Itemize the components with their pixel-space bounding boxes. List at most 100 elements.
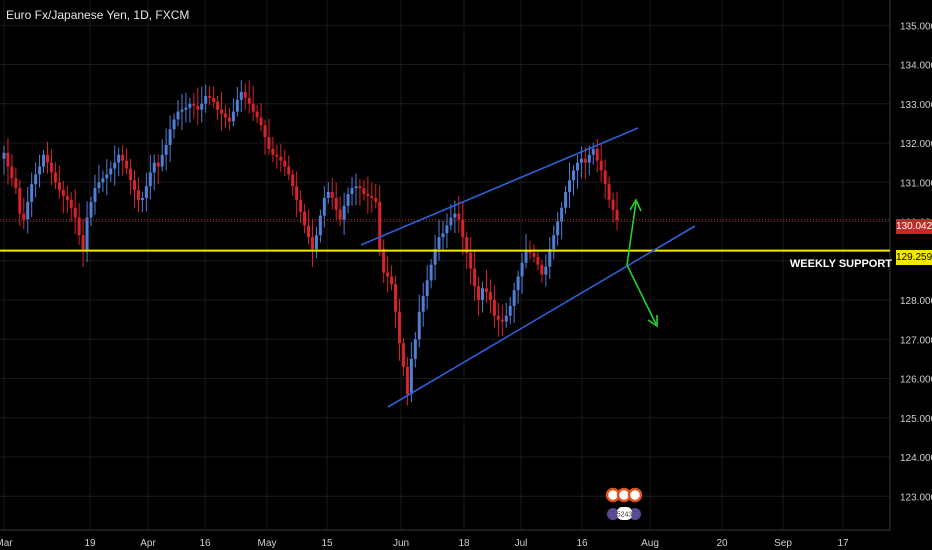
candle-body [271, 148, 275, 155]
y-tick-label: 127.000 [900, 335, 932, 346]
candle-body [223, 113, 227, 118]
candle-body [599, 160, 603, 171]
candle-body [338, 209, 342, 220]
y-tick-label: 135.000 [900, 21, 932, 32]
candle-body [575, 162, 579, 171]
candle-body [394, 284, 398, 312]
candle-body [105, 174, 109, 179]
candle-body [14, 178, 18, 189]
candle-body [461, 219, 465, 238]
candle-body [85, 217, 89, 251]
candle-body [235, 99, 239, 112]
x-tick-label: 16 [199, 538, 211, 549]
candle-body [208, 95, 212, 98]
candle-body [544, 266, 548, 275]
candle-body [310, 237, 314, 249]
candle-body [61, 190, 65, 196]
candle-body [615, 209, 619, 220]
candle-body [524, 250, 528, 263]
y-tick-label: 133.000 [900, 100, 932, 111]
candle-body [342, 205, 346, 220]
candle-body [89, 201, 93, 218]
candle-body [516, 276, 520, 291]
candle-body [437, 237, 441, 249]
candle-body [583, 158, 587, 163]
candle-body [488, 292, 492, 300]
candle-body [473, 268, 477, 287]
candle-body [425, 280, 429, 297]
x-tick-label: Jun [393, 538, 409, 549]
candle-body [595, 148, 599, 161]
candle-body [77, 217, 81, 236]
candle-body [291, 174, 295, 187]
candle-body [477, 286, 481, 300]
y-tick-label: 131.000 [900, 178, 932, 189]
candle-body [532, 252, 536, 257]
candle-body [397, 311, 401, 344]
candle-body [109, 168, 113, 175]
candle-body [204, 95, 208, 104]
current-price-tag: 130.042 [896, 219, 932, 234]
candle-body [283, 160, 287, 167]
candle-body [568, 180, 572, 193]
up-arrow-head [629, 198, 642, 212]
candle-body [350, 188, 354, 195]
candle-body [429, 264, 433, 281]
candle-body [346, 194, 350, 206]
y-tick-label: 125.000 [900, 414, 932, 425]
candle-body [73, 207, 77, 218]
candle-body [81, 235, 85, 251]
up-arrow [626, 201, 637, 266]
candle-body [10, 166, 14, 179]
candle-body [536, 256, 540, 265]
weekly-support-label: WEEKLY SUPPORT [789, 258, 892, 270]
x-tick-label: 17 [837, 538, 849, 549]
candle-body [259, 117, 263, 126]
candle-body [231, 111, 235, 122]
candle-body [449, 217, 453, 226]
candle-body [69, 199, 73, 208]
candle-body [6, 152, 10, 167]
support-price-tag: 129.259 [896, 250, 932, 265]
candle-body [500, 319, 504, 322]
candle-body [295, 186, 299, 200]
candle-body [2, 152, 6, 159]
candle-body [354, 186, 358, 189]
candle-body [136, 190, 140, 200]
tradingview-logo-icon[interactable]: 5243 [604, 485, 644, 525]
x-tick-label: 18 [458, 538, 470, 549]
channel-upper-line [360, 127, 639, 246]
x-tick-label: May [258, 538, 277, 549]
candle-body [504, 315, 508, 322]
candle-body [548, 248, 552, 267]
logo-badge-text: 5243 [617, 512, 633, 519]
candle-body [140, 197, 144, 200]
candle-body [591, 148, 595, 155]
chart-title: Euro Fx/Japanese Yen, 1D, FXCM [6, 8, 190, 22]
candle-body [441, 233, 445, 238]
candle-body [496, 315, 500, 320]
candle-body [42, 154, 46, 167]
candle-body [34, 174, 38, 185]
candle-body [22, 213, 26, 220]
candle-body [113, 162, 117, 169]
candle-body [587, 154, 591, 163]
y-tick-label: 134.000 [900, 61, 932, 72]
candle-body [445, 225, 449, 234]
x-tick-label: 19 [84, 538, 96, 549]
candle-body [469, 252, 473, 269]
candle-body [318, 215, 322, 236]
candle-body [564, 192, 568, 208]
candle-body [386, 272, 390, 277]
x-tick-label: Apr [140, 538, 156, 549]
candle-body [227, 117, 231, 122]
candle-body [239, 91, 243, 100]
candle-body [184, 107, 188, 110]
candle-body [370, 195, 374, 198]
candle-body [200, 103, 204, 110]
candle-body [484, 288, 488, 293]
candle-body [275, 154, 279, 157]
candle-body [38, 166, 42, 175]
